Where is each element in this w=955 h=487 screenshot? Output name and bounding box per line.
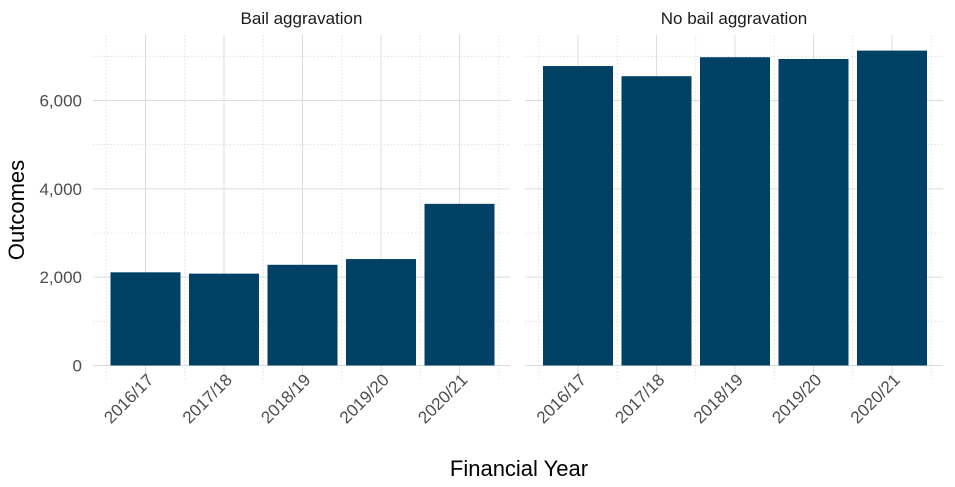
x-tick-label: 2018/19 bbox=[690, 370, 747, 427]
x-tick-label: 2016/17 bbox=[100, 370, 157, 427]
bar bbox=[424, 203, 495, 366]
bars bbox=[110, 50, 927, 366]
bar bbox=[189, 273, 259, 366]
bar bbox=[857, 50, 927, 366]
x-axis-ticks: 2016/17 2017/18 2018/19 2019/20 2020/21 2016/… bbox=[100, 370, 903, 427]
x-tick-label: 2017/18 bbox=[611, 370, 668, 427]
y-tick-label: 2,000 bbox=[39, 268, 82, 287]
x-tick-label: 2019/20 bbox=[336, 370, 393, 427]
bar bbox=[778, 58, 849, 366]
y-tick-label: 0 bbox=[73, 357, 82, 376]
y-axis-title: Outcomes bbox=[4, 160, 29, 260]
x-tick-label: 2020/21 bbox=[847, 370, 904, 427]
x-tick-label: 2019/20 bbox=[768, 370, 825, 427]
x-tick-label: 2016/17 bbox=[533, 370, 590, 427]
y-tick-label: 6,000 bbox=[39, 92, 82, 111]
bar bbox=[267, 264, 338, 366]
x-tick-label: 2020/21 bbox=[414, 370, 471, 427]
y-tick-label: 4,000 bbox=[39, 180, 82, 199]
bar bbox=[621, 76, 692, 366]
bar bbox=[110, 272, 181, 366]
x-tick-label: 2018/19 bbox=[257, 370, 314, 427]
facet-title: Bail aggravation bbox=[241, 9, 363, 28]
facet-titles: Bail aggravation No bail aggravation bbox=[241, 9, 808, 28]
x-axis-title: Financial Year bbox=[450, 456, 588, 481]
bar bbox=[543, 66, 613, 366]
x-tick-label: 2017/18 bbox=[179, 370, 236, 427]
bar bbox=[346, 259, 416, 366]
y-axis-ticks: 0 2,000 4,000 6,000 bbox=[39, 92, 82, 376]
facet-title: No bail aggravation bbox=[661, 9, 807, 28]
bar bbox=[700, 57, 770, 366]
